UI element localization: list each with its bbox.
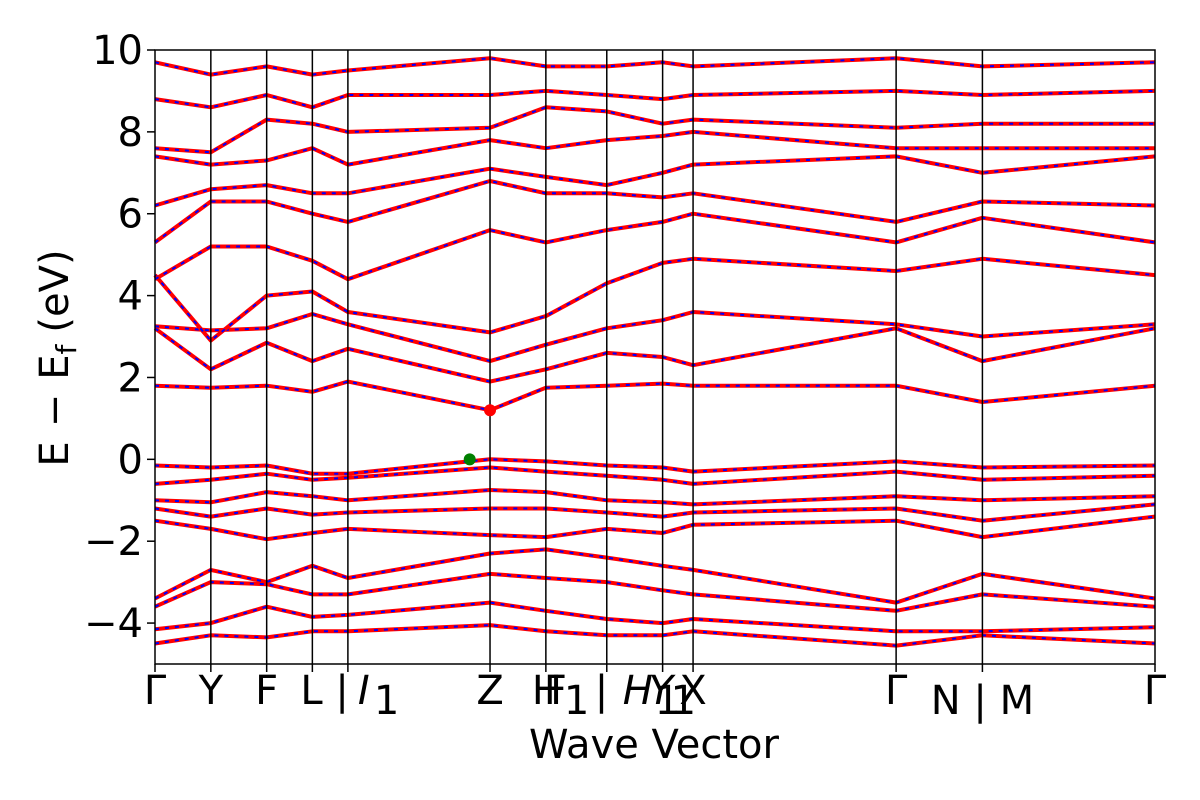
y-axis-title-ef-sub: f — [50, 343, 83, 354]
y-axis-ticks: −4 −2 0 2 4 6 8 10 — [84, 28, 155, 647]
y-axis-title: E − Ef (eV) — [32, 249, 83, 466]
band-line-1 — [154, 465, 1156, 486]
band-line-dash-17 — [154, 106, 1155, 154]
y-tick-label-3: 2 — [118, 355, 143, 401]
band-line-13 — [153, 211, 1156, 282]
plot-frame — [154, 49, 1156, 665]
x-label-z: Z — [476, 668, 503, 714]
y-tick-label-7: 10 — [92, 28, 143, 74]
y-tick-label-2: 0 — [118, 437, 143, 483]
x-axis-title: Wave Vector — [529, 722, 780, 768]
x-label-h1: H — [623, 668, 653, 714]
x-label-f1: F — [544, 668, 567, 714]
band-line-6 — [154, 571, 1156, 613]
x-label-f1-sub: 1 — [564, 678, 589, 724]
kpoint-lines — [210, 50, 984, 664]
x-label-f: F — [255, 668, 278, 714]
x-label-h: H — [532, 668, 562, 714]
y-axis-title-minus: − — [32, 394, 78, 428]
y-axis-title-e: E — [32, 441, 78, 466]
band-line-dash-0 — [154, 458, 1156, 475]
x-label-gamma-start: Γ — [144, 668, 167, 714]
x-label-y: Y — [198, 668, 224, 714]
x-label-n-m: N | M — [931, 678, 1034, 724]
band-line-19 — [154, 56, 1156, 77]
band-line-dash-1 — [154, 466, 1156, 485]
band-line-dash-12 — [154, 257, 1156, 342]
vbm-marker — [463, 453, 476, 466]
x-label-gamma-mid: Γ — [885, 668, 908, 714]
x-label-pipe-h1: | — [595, 668, 608, 714]
band-line-12 — [153, 256, 1156, 343]
band-line-17 — [154, 105, 1155, 155]
y-tick-label-5: 6 — [118, 192, 143, 238]
x-label-h1-sub: 1 — [655, 678, 680, 724]
y-axis-title-unit: (eV) — [32, 249, 78, 332]
y-tick-label-0: −4 — [84, 601, 143, 647]
band-line-11 — [154, 310, 1156, 364]
extrema-markers — [463, 404, 497, 466]
x-label-y1: Y — [649, 668, 677, 714]
band-line-dash-9 — [154, 380, 1156, 412]
x-label-y1-sub: 1 — [671, 678, 696, 724]
y-axis-title-ef: E — [32, 354, 78, 379]
x-label-l-pipe: L | — [300, 668, 348, 714]
x-label-i1-sub: 1 — [374, 678, 399, 724]
band-line-9 — [154, 379, 1156, 413]
x-label-x: X — [679, 668, 706, 714]
band-line-7 — [154, 600, 1156, 634]
cbm-marker — [484, 404, 497, 417]
x-label-i1: I — [358, 668, 370, 714]
y-tick-label-4: 4 — [118, 274, 143, 320]
y-tick-label-1: −2 — [84, 519, 143, 565]
bands-layer — [153, 56, 1156, 648]
x-label-gamma-end: Γ — [1144, 668, 1167, 714]
y-tick-label-6: 8 — [118, 110, 143, 156]
